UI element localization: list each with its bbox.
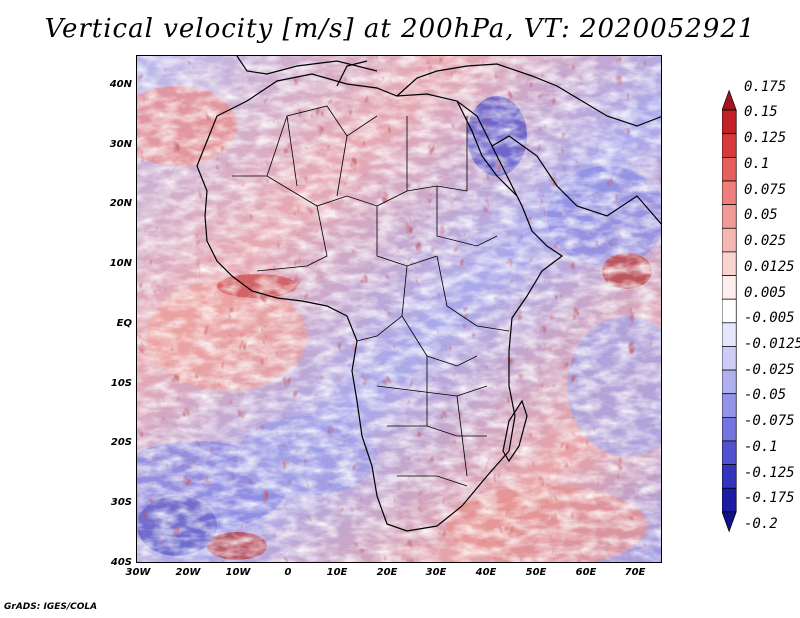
colorbar-cell [722, 204, 737, 229]
colorbar-label: -0.005 [744, 310, 795, 326]
colorbar-cell [722, 89, 737, 111]
colorbar-label: -0.175 [744, 490, 795, 506]
lon-label: 50E [525, 567, 547, 578]
colorbar-cell [722, 369, 737, 395]
colorbar-label: -0.125 [744, 465, 795, 481]
lat-label: 30S [110, 497, 132, 508]
colorbar-label: 0.075 [744, 182, 787, 198]
coastlines [196, 56, 661, 532]
map-title: Vertical velocity [m/s] at 200hPa, VT: 2… [44, 14, 756, 44]
colorbar-label: -0.05 [744, 387, 787, 403]
grads-credit: GrADS: IGES/COLA [4, 602, 98, 612]
colorbar-label: -0.2 [744, 516, 778, 532]
colorbar-cell [722, 133, 737, 158]
lon-label: 10W [225, 567, 251, 578]
colorbar-label: 0.175 [744, 79, 787, 95]
colorbar-cell [722, 416, 737, 442]
lon-label: 20W [175, 567, 201, 578]
colorbar-cell [722, 511, 737, 533]
colorbar-label: -0.1 [744, 439, 778, 455]
colorbar-cell [722, 440, 737, 465]
colorbar-cell [722, 227, 737, 253]
lon-label: 70E [624, 567, 646, 578]
map-field [137, 56, 661, 562]
colorbar-cell [722, 157, 737, 182]
colorbar-label: 0.15 [744, 104, 778, 120]
colorbar-label: 0.0125 [744, 259, 795, 275]
colorbar-cells [722, 89, 737, 533]
colorbar-label: 0.05 [744, 207, 778, 223]
lon-label: 60E [575, 567, 597, 578]
lat-label: 40S [110, 557, 132, 568]
colorbar-cell [722, 275, 737, 300]
colorbar-label: -0.0125 [744, 336, 800, 352]
colorbar-cell [722, 180, 737, 206]
colorbar-cell [722, 393, 737, 418]
lon-label: 40E [475, 567, 497, 578]
colorbar-label: 0.025 [744, 233, 787, 249]
colorbar-label: 0.125 [744, 130, 787, 146]
colorbar-cell [722, 298, 737, 324]
lon-label: 30E [425, 567, 447, 578]
lat-label: 10S [110, 378, 132, 389]
colorbar [722, 89, 737, 533]
lat-label: 40N [109, 79, 132, 90]
colorbar-label: -0.025 [744, 362, 795, 378]
colorbar-label: 0.005 [744, 285, 787, 301]
lat-label: 20S [110, 437, 132, 448]
colorbar-cell [722, 346, 737, 371]
lon-label: 10E [326, 567, 348, 578]
lat-label: 10N [109, 258, 132, 269]
colorbar-label: 0.1 [744, 156, 770, 172]
colorbar-cell [722, 464, 737, 489]
colorbar-label: -0.075 [744, 413, 795, 429]
velocity-map [136, 55, 662, 563]
lat-label: 20N [109, 198, 132, 209]
colorbar-cell [722, 322, 737, 347]
colorbar-cell [722, 251, 737, 276]
lat-label: 30N [109, 139, 132, 150]
lat-label: EQ [116, 318, 132, 329]
country-borders [232, 105, 510, 487]
lon-label: 20E [376, 567, 398, 578]
lon-label: 0 [284, 567, 292, 578]
colorbar-cell [722, 109, 737, 135]
lon-label: 30W [125, 567, 151, 578]
colorbar-cell [722, 487, 737, 513]
field-texture-red [137, 56, 661, 562]
